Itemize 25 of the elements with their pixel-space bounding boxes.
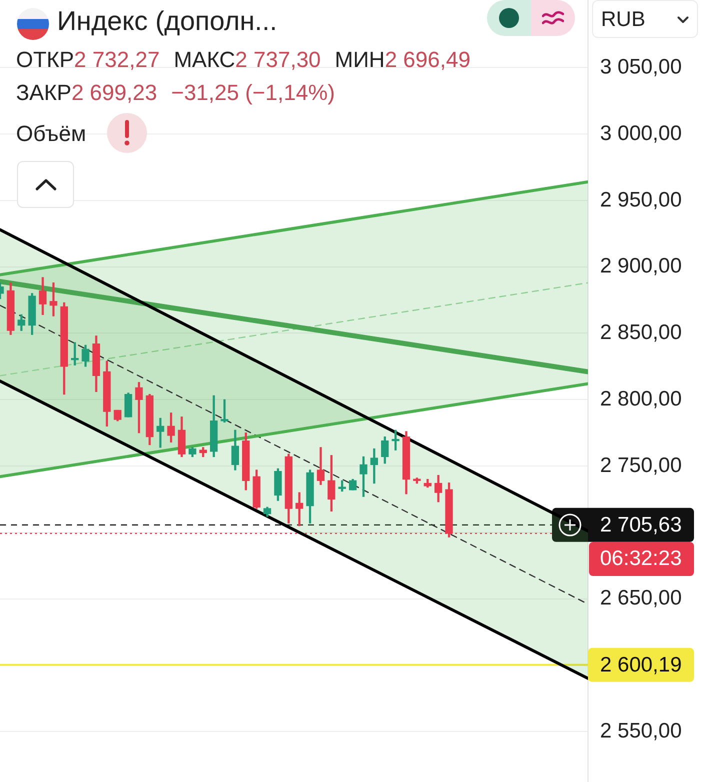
y-tick-label: 2 750,00: [600, 454, 682, 477]
annotation: −31,25 (−1,14%): [171, 80, 335, 106]
annotation: 2 732,27: [74, 47, 160, 73]
ref-line-label: 2 600,19: [600, 654, 682, 677]
ref-line-label: 2 705,63: [600, 514, 682, 537]
y-tick-label: 2 850,00: [600, 321, 682, 344]
chart-title: Индекс (дополн...: [57, 5, 278, 38]
annotation: 2 696,49: [384, 47, 470, 73]
annotation: ОТКР: [16, 47, 74, 73]
y-tick-label: 2 550,00: [600, 719, 682, 742]
y-tick-label: 2 800,00: [600, 387, 682, 410]
annotation: МИН: [334, 47, 385, 73]
y-tick-label: 3 000,00: [600, 122, 682, 145]
y-tick-label: 2 950,00: [600, 188, 682, 212]
annotation: Объём: [16, 121, 86, 147]
y-tick-label: 2 650,00: [600, 586, 682, 610]
y-tick-label: 3 050,00: [600, 56, 682, 79]
annotation: МАКС: [174, 47, 236, 73]
candlestick: [370, 448, 378, 484]
y-tick-label: 2 900,00: [600, 254, 682, 278]
annotation: 2 699,23: [71, 80, 158, 106]
annotation: 2 737,30: [235, 47, 321, 73]
annotation: ЗАКР: [16, 80, 72, 106]
y-axis-title: RUB: [601, 8, 646, 32]
text: 06:32:23: [600, 546, 682, 571]
